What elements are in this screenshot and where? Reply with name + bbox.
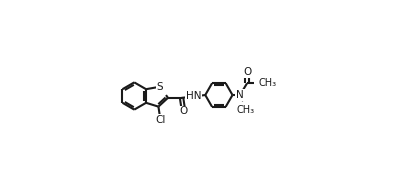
Text: O: O [179,106,188,116]
Text: Cl: Cl [155,115,166,125]
Text: CH₃: CH₃ [236,105,254,115]
Text: CH₃: CH₃ [259,78,277,88]
Text: HN: HN [186,91,201,101]
Text: S: S [157,82,163,92]
Text: O: O [243,67,251,77]
Text: N: N [236,90,244,100]
